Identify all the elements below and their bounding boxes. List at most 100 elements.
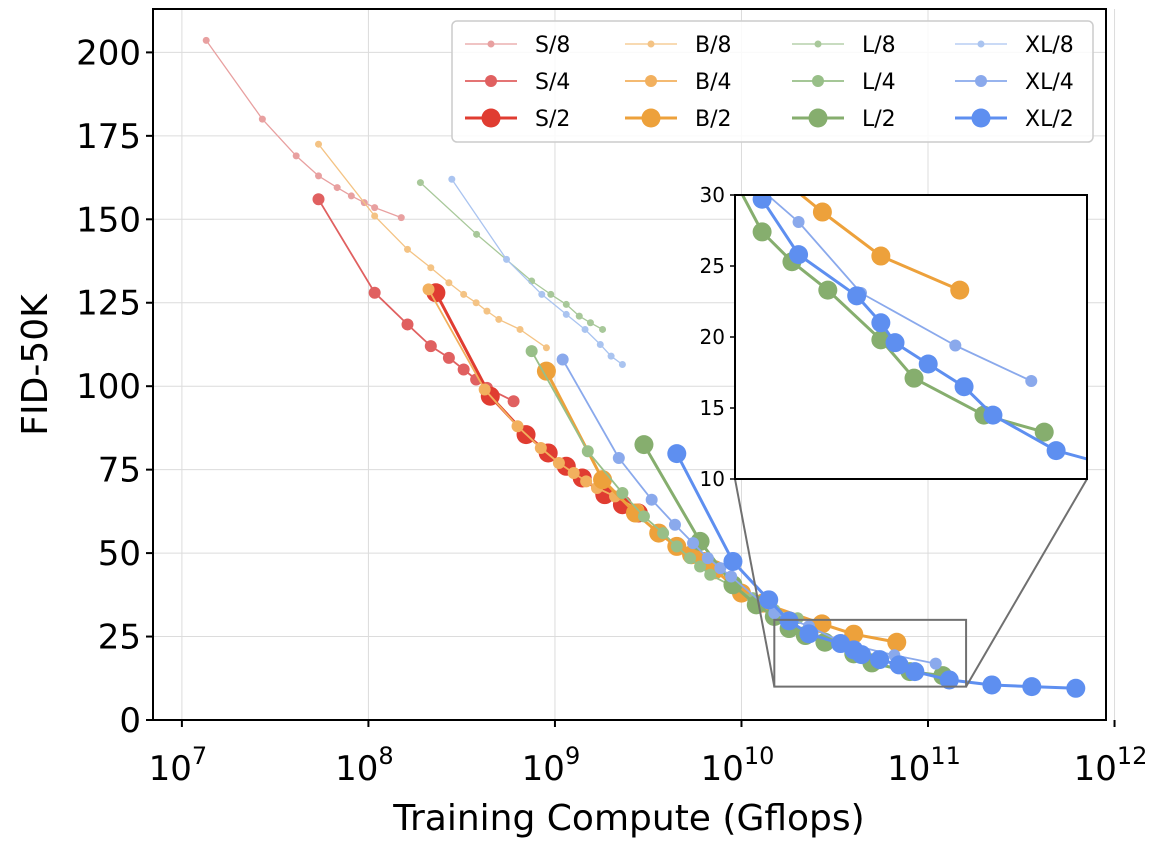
zoom-indicator <box>734 478 1088 688</box>
data-point <box>347 192 355 200</box>
data-point <box>949 339 962 352</box>
data-point <box>792 215 805 228</box>
plot-frame <box>152 8 1107 721</box>
data-point <box>616 487 629 500</box>
data-point <box>473 230 481 238</box>
inset-y-tick-label: 25 <box>700 254 725 278</box>
inset-y-tick-label: 30 <box>700 183 725 207</box>
data-point <box>634 435 654 455</box>
data-point <box>789 245 809 265</box>
data-point <box>315 172 323 180</box>
series-S-8 <box>202 36 405 222</box>
zoom-region <box>773 618 968 688</box>
x-tick-label: 1010 <box>701 742 775 789</box>
data-point <box>983 405 1003 425</box>
legend-label: L/8 <box>862 33 896 58</box>
data-point <box>581 445 594 458</box>
legend: S/8 S/4 S/2 B/8 B/4 B/2 L/8 L/4 L/2 XL/8 XL/4 XL/2 <box>451 20 1094 143</box>
legend-label: L/2 <box>862 107 896 132</box>
data-point <box>507 395 520 408</box>
data-point <box>445 279 453 287</box>
data-point <box>852 645 872 665</box>
legend-label: B/8 <box>695 33 732 58</box>
data-point <box>701 552 714 565</box>
x-tick-label: 109 <box>522 742 581 789</box>
data-point <box>871 330 891 350</box>
data-point <box>511 420 524 433</box>
y-tick-label: 0 <box>119 701 141 741</box>
legend-marker <box>812 75 824 87</box>
axis-ticks: 0 25 50 75 100 125 150 175 200 107 108 109 1010 1011 1… <box>76 33 1147 789</box>
series-line <box>205 40 402 219</box>
data-point <box>950 280 970 300</box>
data-point <box>752 195 772 209</box>
legend-marker <box>808 108 828 128</box>
legend-label: XL/2 <box>1025 107 1074 132</box>
data-point <box>547 290 555 298</box>
data-point <box>586 319 594 327</box>
data-point <box>752 222 772 242</box>
inset-y-tick-label: 20 <box>700 325 725 349</box>
data-point <box>534 441 547 454</box>
data-point <box>618 361 626 368</box>
legend-marker <box>814 40 822 48</box>
legend-marker <box>481 108 501 128</box>
legend-marker <box>641 108 661 128</box>
data-point <box>871 313 891 333</box>
legend-label: B/4 <box>695 70 732 95</box>
x-tick-label: 107 <box>149 742 208 789</box>
data-point <box>611 0 623 9</box>
legend-marker <box>971 108 991 128</box>
data-point <box>552 456 565 469</box>
data-point <box>729 161 741 173</box>
data-point <box>799 624 819 644</box>
data-point <box>596 340 604 348</box>
data-point <box>905 662 925 682</box>
y-tick-label: 175 <box>76 117 141 157</box>
data-point <box>1066 678 1086 698</box>
legend-item-L-4: L/4 <box>792 70 896 95</box>
series-S-2 <box>426 283 648 523</box>
legend-marker <box>647 40 655 48</box>
data-point <box>612 451 625 464</box>
data-point <box>202 36 210 44</box>
legend-item-L-8: L/8 <box>792 33 896 58</box>
data-point <box>889 655 909 675</box>
legend-label: L/4 <box>862 70 896 95</box>
y-tick-label: 150 <box>76 200 141 240</box>
data-point <box>871 246 891 266</box>
data-point <box>472 299 480 307</box>
legend-item-S-8: S/8 <box>465 33 570 58</box>
data-point <box>885 333 905 353</box>
legend-marker <box>975 75 987 87</box>
legend-item-XL-4: XL/4 <box>955 70 1074 95</box>
x-axis-label: Training Compute (Gflops) <box>392 798 864 839</box>
series-line <box>317 143 547 349</box>
inset-plot: 10 15 20 25 30 <box>611 0 1144 491</box>
data-point <box>637 510 650 523</box>
data-point <box>704 568 717 581</box>
legend-marker <box>645 75 657 87</box>
data-point <box>516 325 524 333</box>
data-point <box>684 552 697 565</box>
legend-marker <box>487 40 495 48</box>
legend-item-S-4: S/4 <box>465 70 570 95</box>
data-point <box>567 466 580 479</box>
data-point <box>714 562 727 575</box>
data-point <box>457 363 470 376</box>
legend-label: S/2 <box>535 107 570 132</box>
data-point <box>460 290 468 298</box>
data-point <box>538 290 546 298</box>
data-point <box>904 368 924 388</box>
data-point <box>580 475 593 488</box>
series-line <box>419 182 603 331</box>
inset-background <box>735 195 1087 479</box>
legend-item-B-8: B/8 <box>625 33 732 58</box>
data-point <box>416 179 424 187</box>
data-point <box>887 632 907 652</box>
series-XL-8 <box>448 175 626 368</box>
legend-marker <box>977 40 985 48</box>
data-point <box>1125 462 1144 481</box>
data-point <box>562 300 570 308</box>
data-point <box>368 286 381 299</box>
